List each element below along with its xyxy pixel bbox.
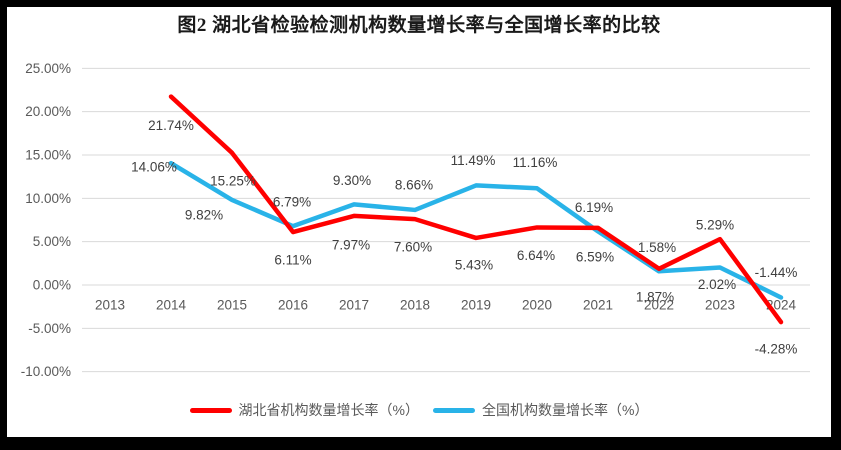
legend-line-swatch-hubei — [189, 407, 232, 413]
data-label-hubei-2016: 6.11% — [274, 253, 311, 268]
x-tick-label: 2022 — [644, 298, 674, 313]
y-tick-label: 10.00% — [25, 191, 71, 206]
line-chart: 25.00% 20.00% 15.00% 10.00% 5.00% 0.00% -5.00%… — [21, 61, 810, 379]
data-label-national-2021: 6.19% — [575, 200, 613, 215]
data-label-hubei-2017: 7.97% — [332, 237, 370, 252]
data-label-hubei-2014: 21.74% — [148, 118, 194, 133]
chart-legend: 湖北省机构数量增长率（%） 全国机构数量增长率（%） — [7, 400, 831, 420]
chart-title: 图2 湖北省检验检测机构数量增长率与全国增长率的比较 — [177, 15, 661, 36]
x-tick-label: 2021 — [583, 298, 613, 313]
series-line-hubei — [168, 94, 784, 325]
data-label-national-2024: -1.44% — [755, 265, 798, 280]
series-line-national — [168, 160, 784, 300]
data-label-national-2018: 8.66% — [395, 177, 433, 192]
legend-line-swatch-national — [433, 407, 475, 413]
data-labels-national: 14.06% 9.82% 6.79% 9.30% 8.66% 11.49% 11.16% 6.… — [131, 153, 797, 292]
data-label-hubei-2018: 7.60% — [394, 240, 432, 255]
x-tick-label: 2015 — [217, 298, 247, 313]
legend-item-national: 全国机构数量增长率（%） — [433, 400, 648, 420]
x-tick-label: 2017 — [339, 298, 369, 313]
data-label-hubei-2021: 6.59% — [576, 249, 614, 264]
data-labels-hubei: 21.74% 15.25% 6.11% 7.97% 7.60% 5.43% 6.64% 6.5… — [148, 118, 797, 357]
legend-label-national: 全国机构数量增长率（%） — [482, 402, 649, 418]
x-tick-label: 2020 — [522, 298, 552, 313]
x-tick-label: 2013 — [95, 298, 125, 313]
data-label-hubei-2015: 15.25% — [210, 173, 256, 188]
data-label-national-2014: 14.06% — [131, 160, 177, 175]
legend-item-hubei: 湖北省机构数量增长率（%） — [189, 400, 419, 420]
y-tick-label: 5.00% — [33, 234, 71, 249]
legend-label-hubei: 湖北省机构数量增长率（%） — [238, 402, 419, 418]
y-tick-label: 0.00% — [33, 278, 71, 293]
x-tick-label: 2023 — [705, 298, 735, 313]
data-label-national-2022: 1.58% — [638, 240, 676, 255]
x-tick-label: 2016 — [278, 298, 308, 313]
data-label-national-2016: 6.79% — [273, 195, 311, 210]
y-axis-labels: 25.00% 20.00% 15.00% 10.00% 5.00% 0.00% -5.00%… — [21, 61, 71, 379]
y-tick-label: -5.00% — [28, 321, 71, 336]
data-label-hubei-2022: 1.87% — [636, 289, 674, 304]
data-label-hubei-2024: -4.28% — [755, 342, 798, 357]
x-axis-labels: 2013 2014 2015 2016 2017 2018 2019 2020 2021 2022… — [95, 298, 797, 313]
data-label-hubei-2020: 6.64% — [517, 248, 555, 263]
data-label-hubei-2023: 5.29% — [696, 218, 734, 233]
data-label-national-2017: 9.30% — [333, 173, 371, 188]
data-label-national-2019: 11.49% — [451, 153, 496, 168]
y-tick-label: 25.00% — [25, 61, 71, 76]
y-tick-label: -10.00% — [21, 364, 71, 379]
x-tick-label: 2019 — [461, 298, 491, 313]
y-tick-label: 20.00% — [25, 104, 71, 119]
data-label-hubei-2019: 5.43% — [455, 257, 493, 272]
x-tick-label: 2018 — [400, 298, 430, 313]
data-label-national-2015: 9.82% — [185, 207, 223, 222]
x-tick-label: 2014 — [156, 298, 187, 313]
data-label-national-2023: 2.02% — [698, 277, 736, 292]
data-label-national-2020: 11.16% — [513, 155, 558, 170]
y-tick-label: 15.00% — [25, 147, 71, 162]
